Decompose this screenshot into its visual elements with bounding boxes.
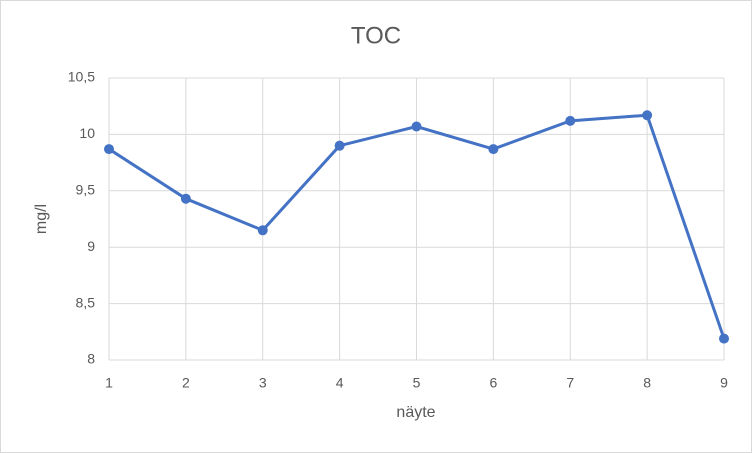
data-point [488, 144, 499, 155]
data-point [719, 333, 729, 344]
y-tick-label: 10,5 [68, 69, 95, 85]
data-point [411, 121, 422, 132]
x-tick-label: 7 [566, 375, 574, 391]
x-tick-label: 9 [720, 375, 728, 391]
y-axis-label: mg/l [33, 204, 50, 234]
x-tick-label: 3 [259, 375, 267, 391]
x-tick-label: 8 [643, 375, 651, 391]
x-tick-label: 6 [489, 375, 497, 391]
x-tick-label: 5 [413, 375, 421, 391]
data-point [180, 193, 191, 204]
data-point [334, 140, 345, 151]
y-tick-label: 10 [79, 125, 95, 141]
x-axis-label: näyte [396, 404, 435, 421]
data-point [565, 115, 576, 126]
y-tick-label: 8,5 [76, 294, 96, 310]
data-point [104, 144, 114, 155]
x-tick-label: 2 [182, 375, 190, 391]
x-tick-label: 4 [336, 375, 344, 391]
y-tick-label: 9 [87, 238, 95, 254]
x-tick-label: 1 [105, 375, 113, 391]
y-tick-label: 8 [87, 351, 95, 367]
chart-title: TOC [351, 22, 401, 49]
data-point [257, 225, 268, 236]
data-point [642, 110, 653, 121]
y-tick-label: 9,5 [76, 182, 96, 198]
